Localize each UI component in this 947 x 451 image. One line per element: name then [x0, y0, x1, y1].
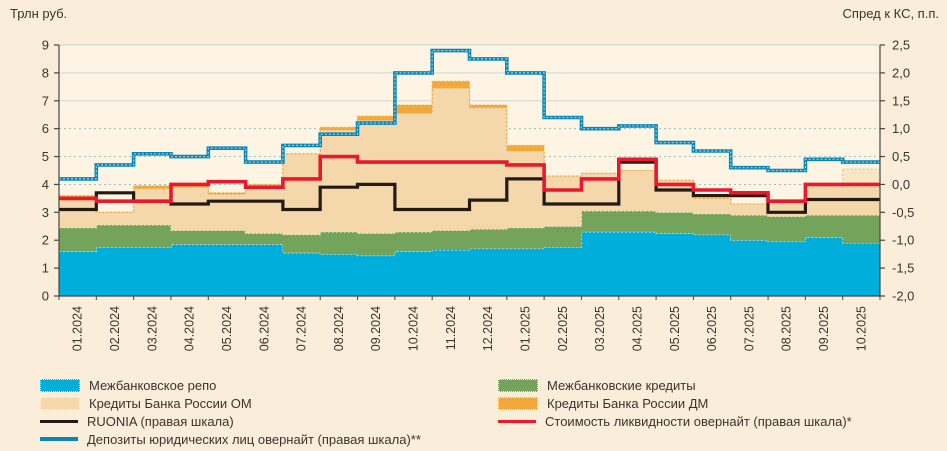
x-category-label: 02.2024 — [108, 306, 122, 351]
legend-item: Кредиты Банка России ОМ — [40, 394, 421, 412]
left-tick-label: 2 — [42, 233, 49, 248]
legend-swatch-line — [40, 419, 78, 423]
right-tick-label: -1,0 — [892, 233, 914, 248]
x-category-label: 08.2025 — [780, 306, 794, 351]
legend-item: Стоимость ликвидности овернайт (правая ш… — [498, 412, 852, 430]
area-edge-4 — [59, 80, 880, 213]
legend-item: Кредиты Банка России ДМ — [498, 394, 852, 412]
x-category-label: 05.2025 — [668, 306, 682, 351]
legend-swatch-area — [498, 396, 538, 410]
right-tick-label: 1,0 — [892, 121, 910, 136]
area-2 — [59, 210, 880, 256]
x-category-label: 10.2024 — [407, 306, 421, 351]
x-category-label: 03.2025 — [593, 306, 607, 351]
legend-label: Межбанковские кредиты — [547, 377, 696, 393]
right-tick-label: 2,0 — [892, 65, 910, 80]
right-tick-label: -0,5 — [892, 205, 914, 220]
legend-label: Депозиты юридических лиц овернайт (права… — [87, 431, 421, 447]
right-tick-label: 0,5 — [892, 149, 910, 164]
x-category-label: 05.2024 — [220, 306, 234, 351]
right-tick-label: -2,0 — [892, 289, 914, 304]
left-tick-label: 6 — [42, 121, 49, 136]
left-tick-label: 4 — [42, 177, 49, 192]
x-category-label: 09.2025 — [817, 306, 831, 351]
line-series-1 — [59, 160, 880, 214]
left-tick-label: 3 — [42, 205, 49, 220]
x-category-label: 09.2024 — [369, 306, 383, 351]
right-tick-label: 2,5 — [892, 38, 910, 53]
legend-label: Кредиты Банка России ДМ — [547, 395, 709, 411]
legend-item: Межбанковские кредиты — [498, 376, 852, 394]
right-axis-title: Спред к КС, п.п. — [842, 6, 939, 21]
legend-swatch-line — [498, 419, 536, 423]
area-1 — [59, 231, 880, 296]
legend-item: Межбанковское репо — [40, 376, 421, 394]
x-category-label: 04.2025 — [630, 306, 644, 351]
legend-swatch-area — [40, 396, 80, 410]
legend-label: Межбанковское репо — [89, 377, 217, 393]
x-category-label: 01.2024 — [71, 306, 85, 351]
x-category-label: 08.2024 — [332, 306, 346, 351]
x-category-label: 12.2024 — [481, 306, 495, 351]
legend-swatch-area — [40, 378, 80, 392]
x-category-label: 01.2025 — [518, 306, 532, 351]
right-tick-label: -1,5 — [892, 261, 914, 276]
x-category-label: 06.2024 — [257, 306, 271, 351]
left-tick-label: 5 — [42, 149, 49, 164]
line-series-2 — [59, 154, 880, 203]
area-4 — [59, 81, 880, 213]
legend-label: Стоимость ликвидности овернайт (правая ш… — [545, 413, 852, 429]
legend-column-right: Межбанковские кредиты Кредиты Банка Росси… — [498, 376, 852, 430]
x-category-label: 11.2024 — [444, 306, 458, 350]
legend-label: Кредиты Банка России ОМ — [89, 395, 252, 411]
line-series-overlay-3 — [59, 50, 880, 180]
legend-item: RUONIA (правая шкала) — [40, 412, 421, 430]
x-category-label: 10.2025 — [854, 306, 868, 351]
left-tick-label: 7 — [42, 93, 49, 108]
legend-label: RUONIA (правая шкала) — [87, 413, 234, 429]
right-tick-label: 0,0 — [892, 177, 910, 192]
legend-column-left: Межбанковское репо Кредиты Банка России О… — [40, 376, 421, 448]
left-tick-label: 1 — [42, 261, 49, 276]
legend-item: Депозиты юридических лиц овернайт (права… — [40, 430, 421, 448]
legend-swatch-area — [498, 378, 538, 392]
left-axis-title: Трлн руб. — [10, 6, 68, 21]
left-tick-label: 8 — [42, 65, 49, 80]
x-category-label: 03.2024 — [145, 306, 159, 351]
x-category-label: 06.2025 — [705, 306, 719, 351]
x-category-label: 02.2025 — [556, 306, 570, 351]
x-category-label: 07.2024 — [295, 306, 309, 351]
legend-swatch-line-dotted — [40, 437, 78, 441]
left-tick-label: 9 — [42, 38, 49, 53]
left-tick-label: 0 — [42, 289, 49, 304]
x-category-label: 04.2024 — [183, 306, 197, 351]
x-category-label: 07.2025 — [742, 306, 756, 351]
right-tick-label: 1,5 — [892, 93, 910, 108]
